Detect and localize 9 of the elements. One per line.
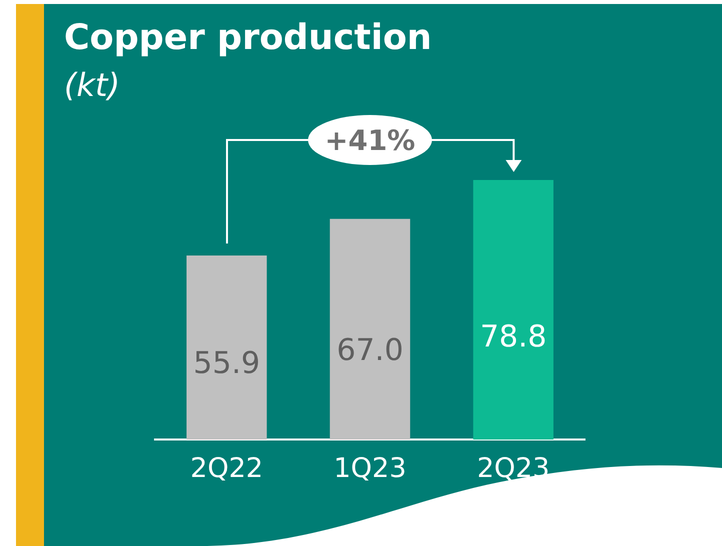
- x-tick-label: 2Q22: [190, 452, 264, 484]
- data-label: 67.0: [336, 333, 404, 368]
- data-label: 55.9: [193, 346, 260, 381]
- x-tick-label: 1Q23: [334, 452, 406, 484]
- text: +41%: [308, 115, 432, 165]
- data-label: 78.8: [480, 320, 547, 355]
- chart-subtitle: (kt): [64, 66, 120, 104]
- chart-title: Copper production: [64, 18, 432, 58]
- x-tick-label: 2Q23: [476, 452, 550, 484]
